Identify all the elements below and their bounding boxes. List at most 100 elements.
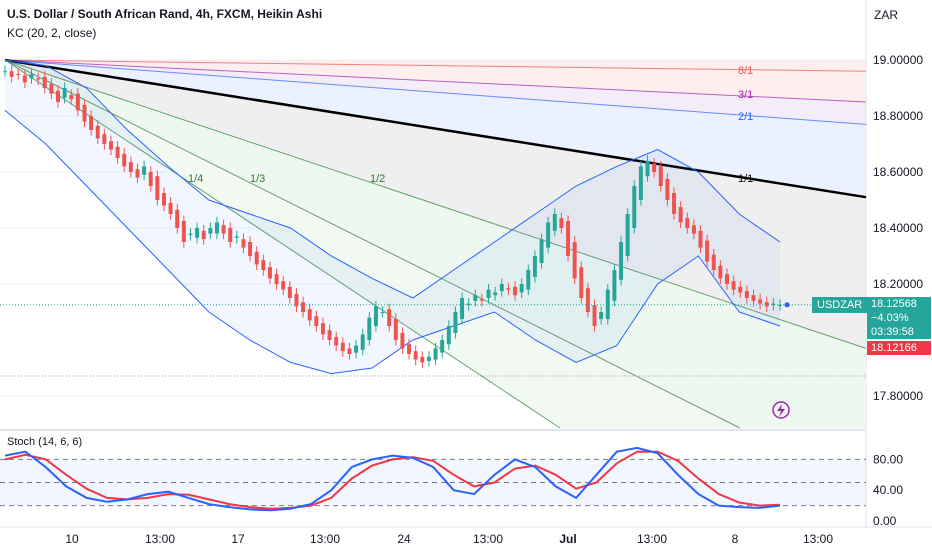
y-tick-label: 18.40000 — [873, 221, 923, 235]
candle-body — [592, 305, 597, 326]
y-tick-label: 18.20000 — [873, 277, 923, 291]
x-tick-label: 13:00 — [803, 532, 833, 546]
lightning-icon — [772, 401, 790, 419]
candle-body — [49, 83, 54, 94]
fan-label: 3/1 — [738, 89, 753, 101]
candle-body — [632, 186, 637, 228]
candle-body — [108, 141, 113, 150]
x-tick-label: Jul — [559, 532, 576, 546]
fan-fill — [5, 60, 866, 428]
candle-body — [718, 265, 723, 279]
candle-body — [340, 342, 345, 352]
candle-body — [658, 166, 663, 186]
candle-body — [161, 193, 166, 206]
candle-body — [354, 345, 359, 353]
candle-body — [56, 90, 60, 102]
candle-body — [652, 163, 657, 172]
candle-body — [705, 240, 710, 262]
candle-body — [16, 74, 21, 75]
candle-body — [254, 251, 259, 265]
candle-body — [9, 71, 14, 77]
candle-body — [380, 312, 385, 313]
fan-label: 1/4 — [188, 173, 203, 185]
candle-body — [691, 225, 696, 234]
fan-3-1-line — [4, 59, 867, 103]
candle-body — [440, 340, 445, 353]
candle-body — [665, 179, 670, 200]
keltner-lower — [4, 110, 781, 375]
candle-body — [513, 286, 518, 296]
candle-body — [599, 312, 604, 319]
candle-body — [725, 274, 729, 284]
candle-body — [228, 228, 233, 242]
candle-body — [301, 302, 306, 312]
change-tag: −4.03% — [867, 311, 931, 325]
candle-body — [367, 317, 372, 340]
candle-body — [334, 337, 339, 346]
candle-body — [479, 299, 484, 301]
candle-body — [22, 75, 27, 83]
candle-body — [188, 233, 193, 235]
stoch-k-line — [4, 446, 781, 512]
candle-body — [241, 239, 246, 248]
currency-label[interactable]: ZAR — [874, 8, 898, 22]
fan-2-1-line — [4, 59, 867, 125]
candle-body — [181, 221, 186, 242]
candle-body — [645, 160, 650, 177]
candle-body — [261, 260, 266, 270]
candle-body — [89, 116, 94, 130]
candle-body — [546, 222, 551, 248]
candle-body — [758, 299, 763, 304]
candle-body — [327, 330, 332, 340]
candle-body — [619, 242, 624, 280]
candle-body — [69, 95, 74, 100]
candle-body — [453, 312, 458, 333]
candle-body — [201, 230, 206, 240]
candle-body — [168, 202, 173, 214]
other-price-tag: 18.12166 — [867, 341, 931, 355]
candle-body — [287, 286, 292, 298]
candle-body — [155, 176, 160, 200]
stoch-tick-label: 40.00 — [873, 483, 903, 497]
candle-body — [738, 286, 743, 293]
candle-body — [195, 228, 200, 238]
candle-body — [294, 293, 299, 307]
candle-body — [731, 281, 736, 290]
candle-body — [499, 284, 504, 291]
candle-body — [320, 323, 325, 335]
candle-body — [764, 302, 769, 307]
stoch-tick-label: 80.00 — [873, 452, 903, 466]
candle-body — [672, 193, 677, 214]
fan-1-2-line — [4, 59, 867, 349]
candle-body — [585, 288, 590, 312]
candle-body — [42, 76, 47, 88]
fan-label: 1/2 — [370, 173, 385, 185]
x-tick-label: 13:00 — [473, 532, 503, 546]
candle-body — [711, 254, 716, 270]
candle-body — [95, 125, 100, 139]
candle-body — [407, 344, 412, 354]
candle-body — [413, 351, 418, 360]
x-tick-label: 17 — [231, 532, 245, 546]
x-tick-label: 13:00 — [145, 532, 175, 546]
candle-body — [148, 172, 153, 186]
candle-body — [466, 303, 471, 305]
candle-body — [433, 348, 438, 360]
indicator-label: KC (20, 2, close) — [7, 26, 97, 40]
candle-body — [460, 298, 465, 319]
candle-body — [678, 207, 683, 223]
last-price-dot — [784, 302, 790, 308]
x-tick-label: 24 — [397, 532, 411, 546]
fan-1-3-line — [4, 59, 741, 429]
candle-body — [771, 303, 776, 305]
candle-body — [605, 289, 610, 319]
candle-body — [486, 289, 491, 298]
stoch-tick-label: 0.00 — [873, 514, 897, 528]
fan-label: 2/1 — [738, 111, 753, 123]
candle-body — [519, 284, 524, 293]
candle-body — [208, 228, 213, 234]
candle-body — [234, 236, 239, 238]
candle-body — [393, 319, 398, 340]
candle-body — [493, 292, 498, 296]
